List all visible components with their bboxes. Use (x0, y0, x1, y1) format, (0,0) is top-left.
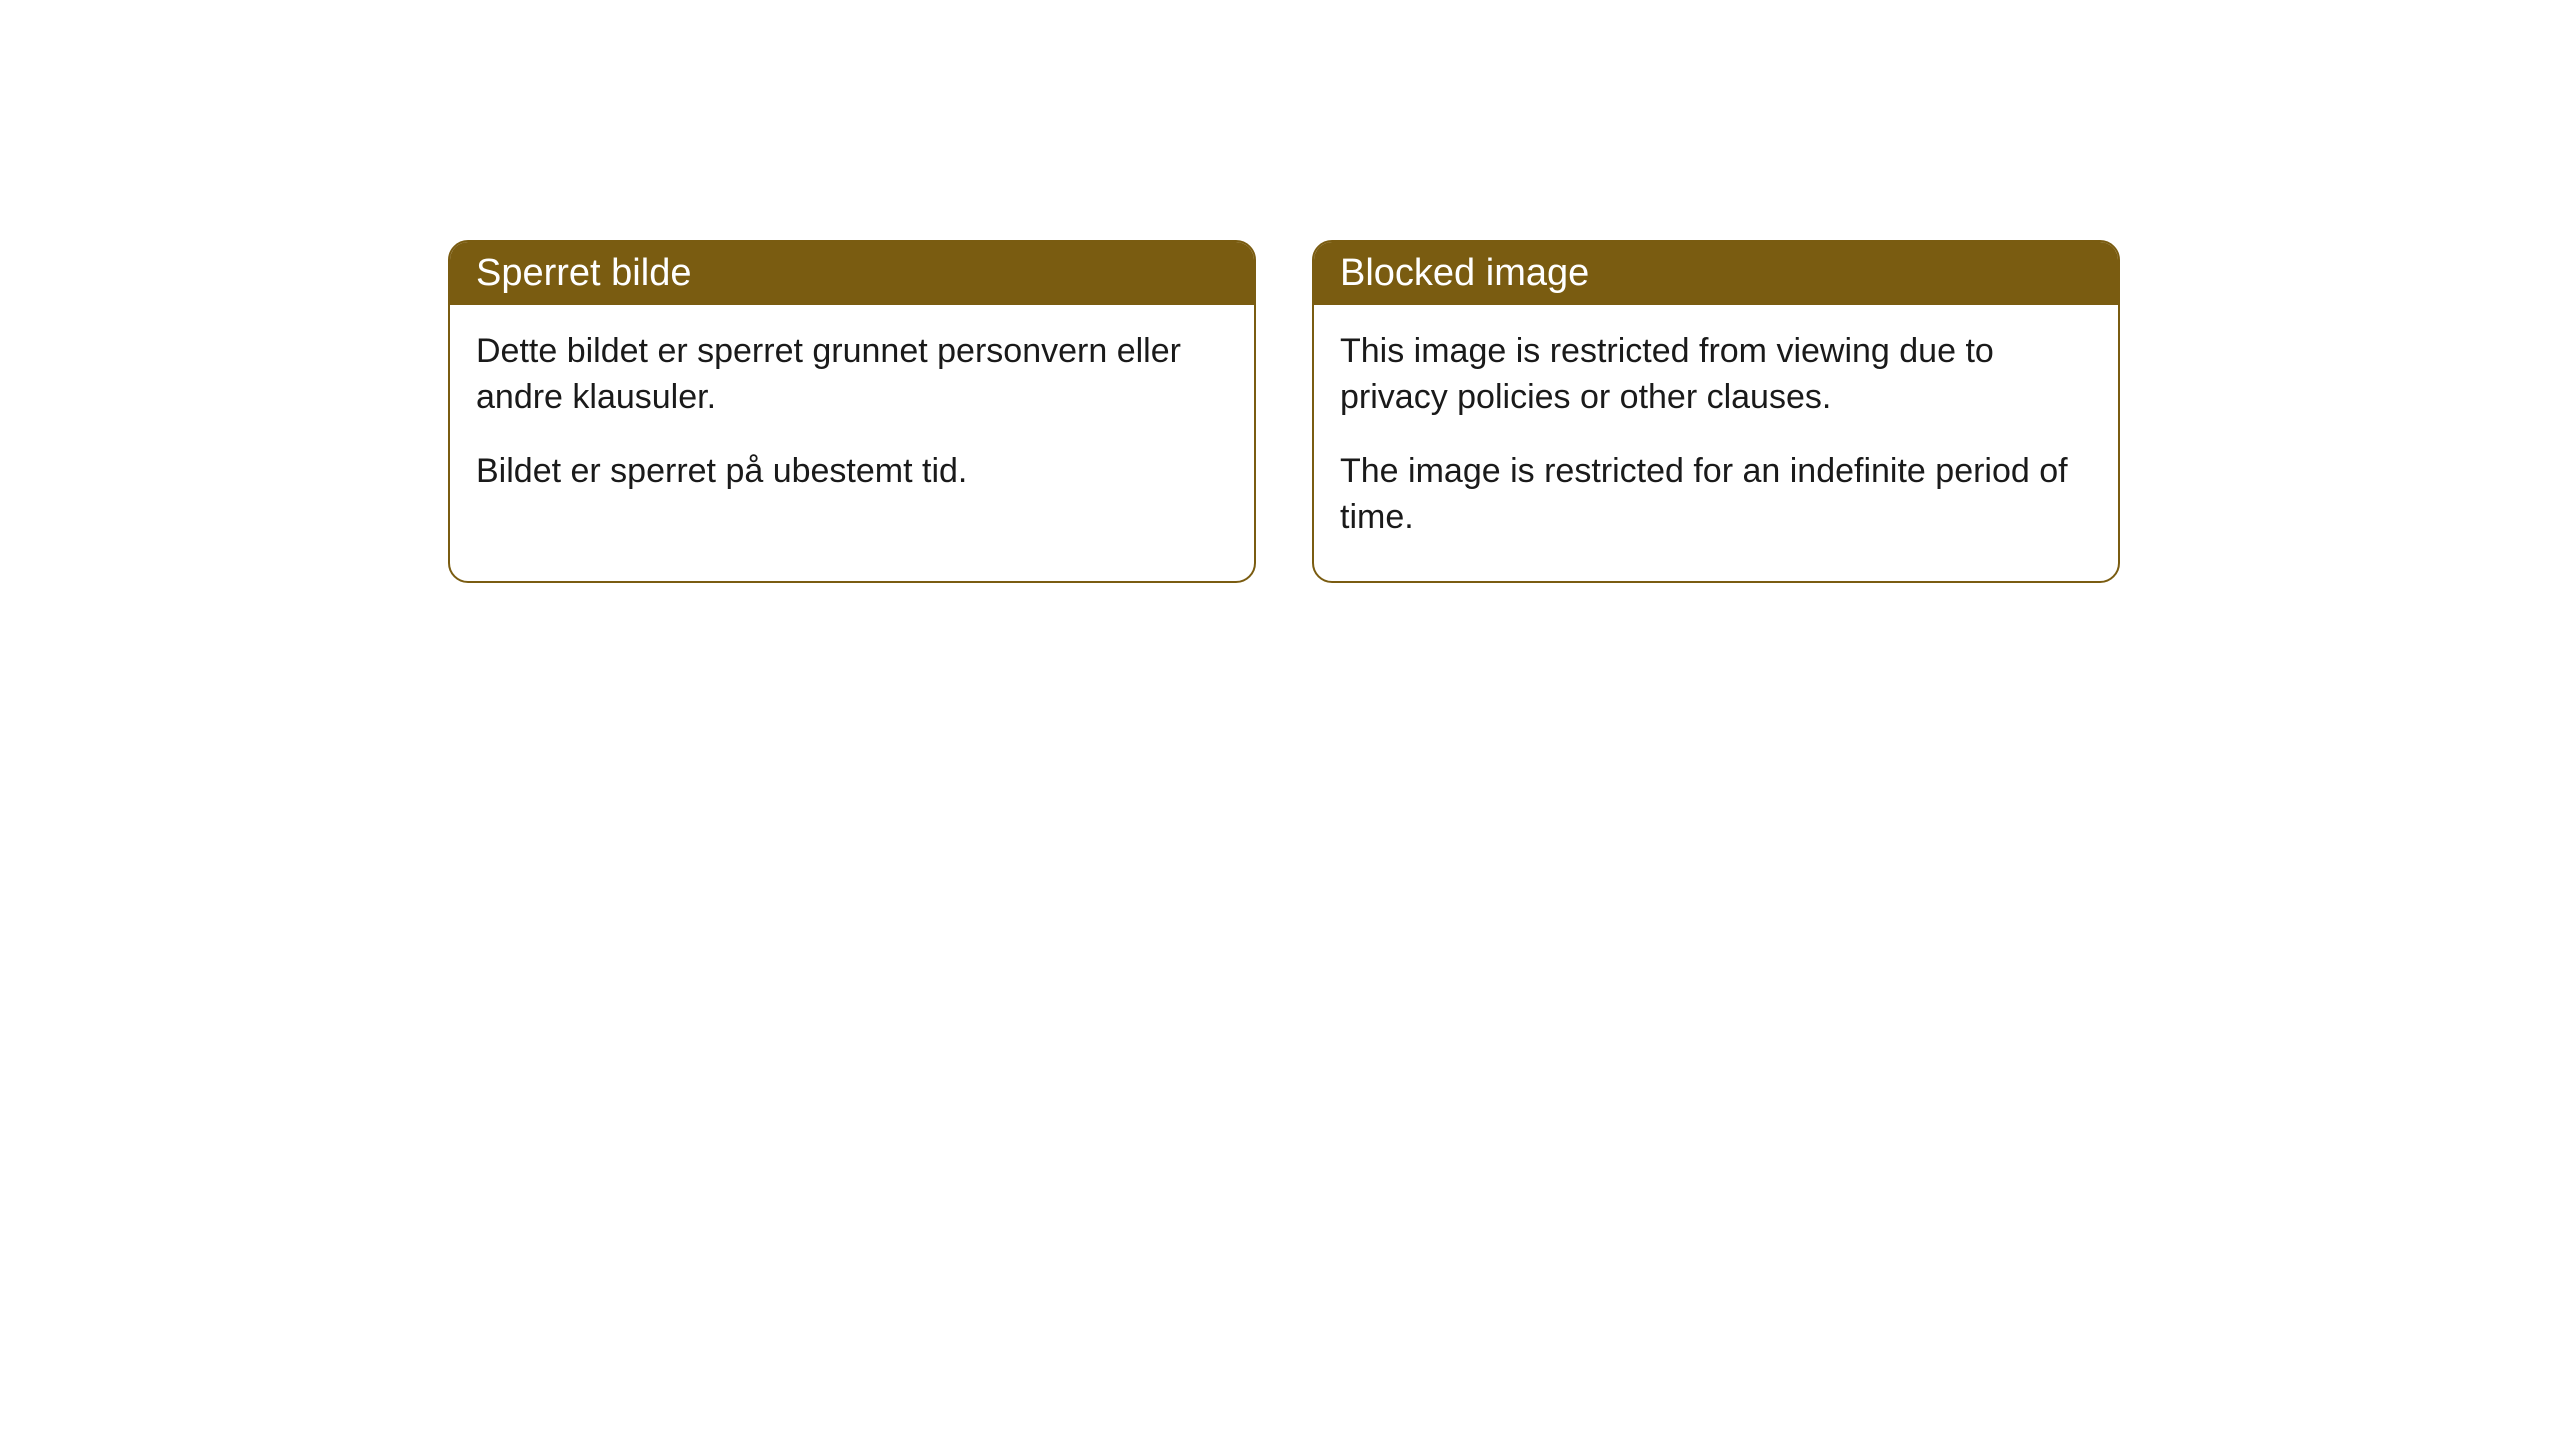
notice-cards-container: Sperret bilde Dette bildet er sperret gr… (0, 0, 2560, 583)
card-header: Sperret bilde (450, 242, 1254, 305)
card-body: This image is restricted from viewing du… (1314, 305, 2118, 581)
card-title: Sperret bilde (476, 252, 691, 294)
blocked-image-card-norwegian: Sperret bilde Dette bildet er sperret gr… (448, 240, 1256, 583)
blocked-image-card-english: Blocked image This image is restricted f… (1312, 240, 2120, 583)
card-title: Blocked image (1340, 252, 1589, 294)
notice-text-secondary: The image is restricted for an indefinit… (1340, 449, 2092, 541)
card-header: Blocked image (1314, 242, 2118, 305)
notice-text-primary: Dette bildet er sperret grunnet personve… (476, 329, 1228, 421)
notice-text-primary: This image is restricted from viewing du… (1340, 329, 2092, 421)
card-body: Dette bildet er sperret grunnet personve… (450, 305, 1254, 535)
notice-text-secondary: Bildet er sperret på ubestemt tid. (476, 449, 1228, 495)
